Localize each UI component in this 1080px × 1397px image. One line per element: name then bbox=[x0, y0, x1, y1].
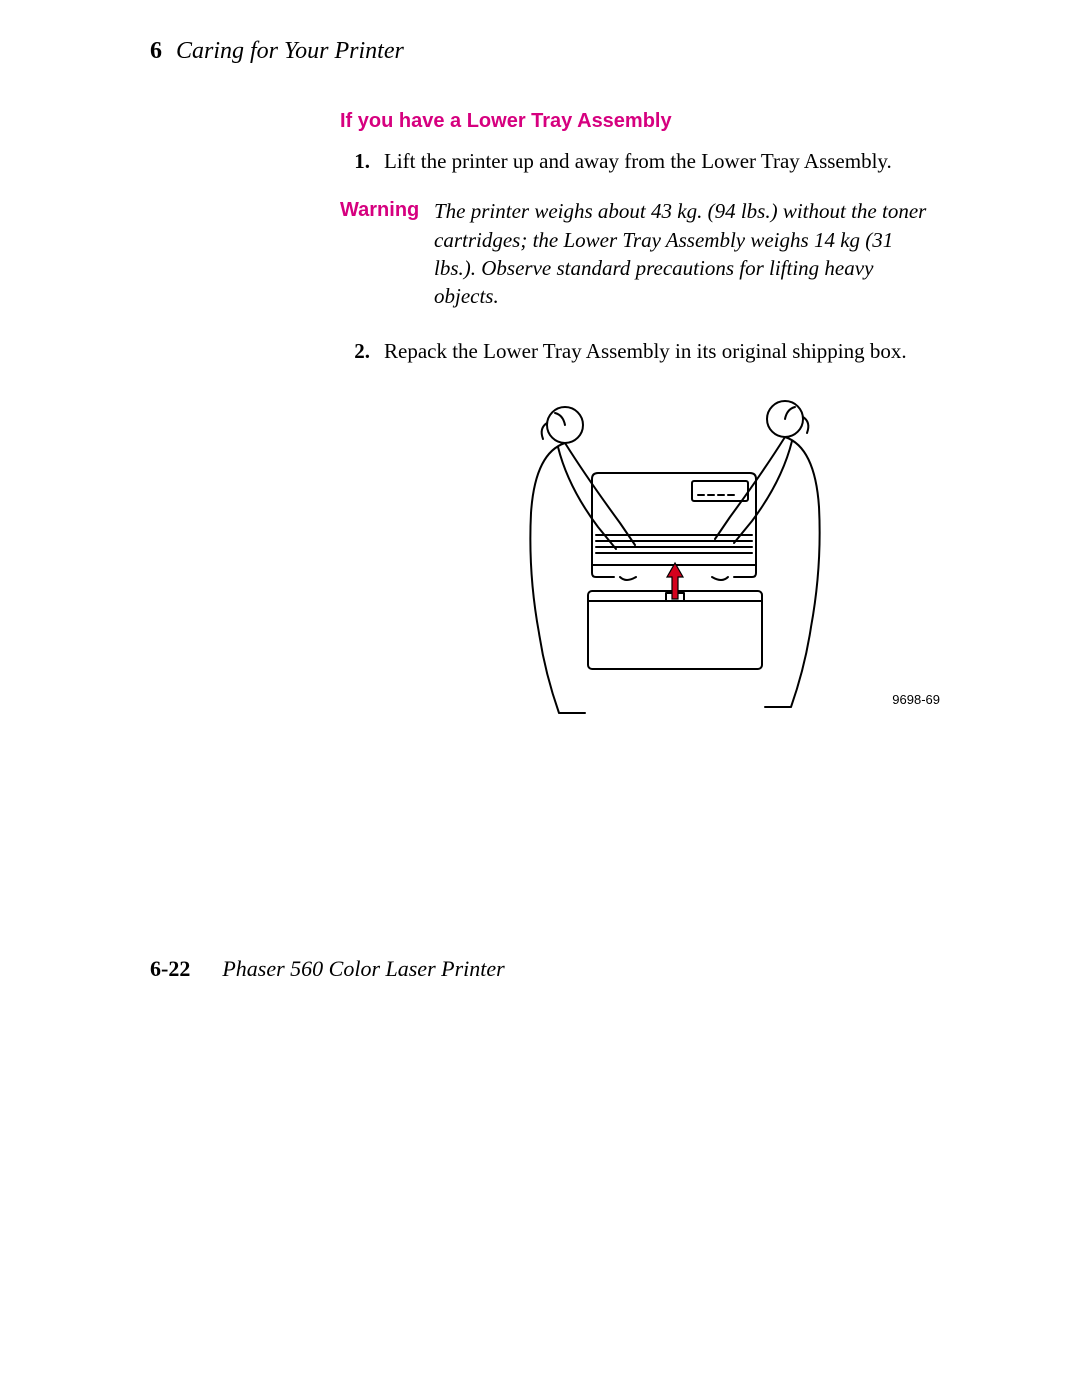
warning-label: Warning bbox=[340, 197, 434, 222]
chapter-title: Caring for Your Printer bbox=[176, 38, 404, 64]
running-header: 6 Caring for Your Printer bbox=[150, 38, 1080, 65]
page: 6 Caring for Your Printer If you have a … bbox=[0, 0, 1080, 1397]
step-text: Repack the Lower Tray Assembly in its or… bbox=[384, 337, 940, 365]
figure-id: 9698-69 bbox=[892, 692, 940, 707]
running-footer: 6-22 Phaser 560 Color Laser Printer bbox=[150, 956, 505, 982]
book-title: Phaser 560 Color Laser Printer bbox=[222, 956, 504, 981]
page-number: 6-22 bbox=[150, 956, 190, 982]
section-title: If you have a Lower Tray Assembly bbox=[340, 110, 940, 133]
step-number: 2. bbox=[340, 337, 370, 365]
content-column: If you have a Lower Tray Assembly 1. Lif… bbox=[340, 110, 940, 717]
warning-text: The printer weighs about 43 kg. (94 lbs.… bbox=[434, 197, 940, 310]
step-number: 1. bbox=[340, 147, 370, 175]
step-2: 2. Repack the Lower Tray Assembly in its… bbox=[340, 337, 940, 365]
chapter-number: 6 bbox=[150, 38, 162, 65]
printer-lift-icon bbox=[470, 387, 880, 717]
step-text: Lift the printer up and away from the Lo… bbox=[384, 147, 940, 175]
step-1: 1. Lift the printer up and away from the… bbox=[340, 147, 940, 175]
warning-block: Warning The printer weighs about 43 kg. … bbox=[340, 197, 940, 310]
lift-printer-illustration: 9698-69 bbox=[470, 387, 880, 717]
